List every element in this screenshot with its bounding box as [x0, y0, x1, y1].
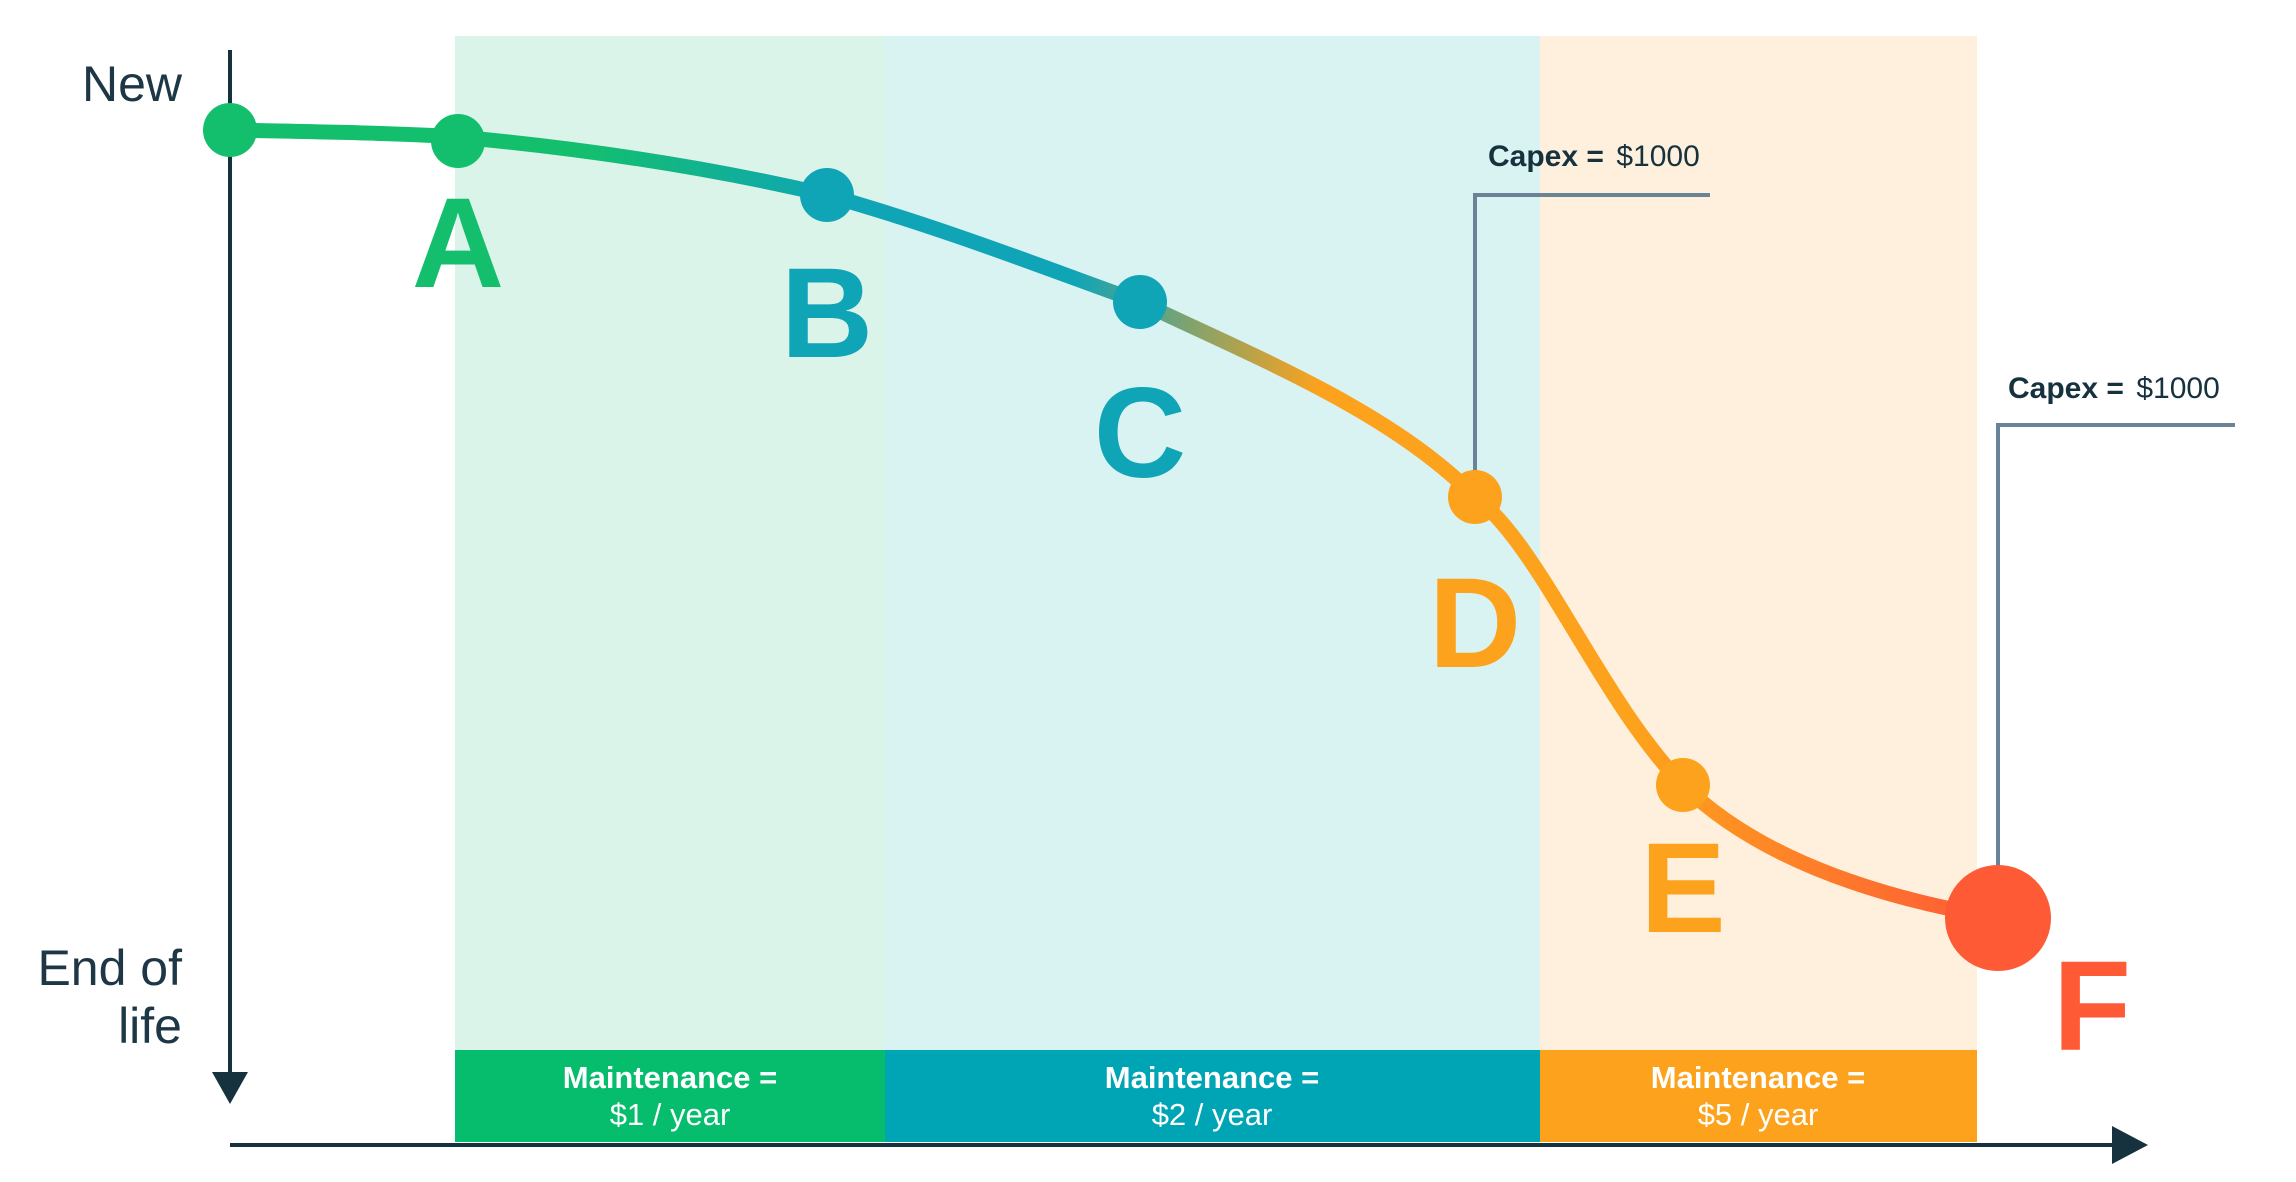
capex-f-title: Capex =	[2008, 372, 2124, 405]
maintenance-value-orange: $5 / year	[1698, 1097, 1819, 1132]
maintenance-label-green: Maintenance =	[563, 1060, 778, 1095]
point-b-dot	[800, 168, 854, 222]
vertical-axis-arrowhead	[212, 1072, 248, 1104]
capex-connector-d	[1473, 193, 1710, 497]
point-b-label: B	[781, 242, 873, 385]
point-d-label: D	[1429, 552, 1521, 695]
capex-d-title: Capex =	[1488, 140, 1604, 173]
axis-label-end-of: End of	[37, 940, 182, 996]
maintenance-bar-green	[455, 1050, 885, 1142]
maintenance-bar-teal	[885, 1050, 1540, 1142]
maintenance-label-teal: Maintenance =	[1105, 1060, 1320, 1095]
point-e-dot	[1656, 758, 1710, 812]
zone-orange-background	[1540, 36, 1977, 1052]
maintenance-bar-orange	[1540, 1050, 1977, 1142]
point-c-dot	[1113, 275, 1167, 329]
point-f-label: F	[2053, 935, 2131, 1078]
capex-f-value: $1000	[2136, 372, 2219, 405]
zone-teal-background	[885, 36, 1540, 1052]
axis-label-new: New	[82, 56, 183, 112]
point-d-dot	[1448, 470, 1502, 524]
maintenance-label-orange: Maintenance =	[1651, 1060, 1866, 1095]
capex-connector-f	[1996, 423, 2235, 918]
horizontal-axis-arrowhead	[2112, 1126, 2148, 1164]
maintenance-value-green: $1 / year	[610, 1097, 731, 1132]
point-a-dot	[431, 114, 485, 168]
point-e-label: E	[1640, 817, 1725, 960]
point-a-label: A	[412, 172, 504, 315]
capex-label-f: Capex = $1000	[2008, 372, 2220, 405]
axis-label-life: life	[118, 998, 182, 1054]
curve-start-dot	[203, 103, 257, 157]
capex-d-value: $1000	[1616, 140, 1699, 173]
point-c-label: C	[1094, 362, 1186, 505]
capex-label-d: Capex = $1000	[1488, 140, 1700, 173]
point-f-dot	[1945, 865, 2051, 971]
maintenance-value-teal: $2 / year	[1152, 1097, 1273, 1132]
